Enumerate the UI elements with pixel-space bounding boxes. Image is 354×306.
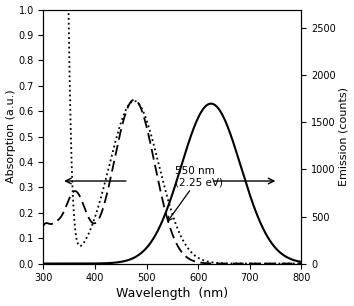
Emission [160,220,164,224]
MeCN abs [132,98,136,102]
MeCN abs [292,262,296,265]
Emission [292,258,296,262]
MeCN abs [244,262,249,265]
MeCN abs [299,262,303,265]
Line: Emission: Emission [44,104,301,263]
MeCN abs [55,219,59,223]
MeCN abs [41,224,46,227]
TiO2 [292,262,296,265]
MeCN abs [292,262,296,265]
Emission [299,260,303,264]
Emission [41,262,46,265]
Emission [292,258,296,262]
X-axis label: Wavelength  (nm): Wavelength (nm) [116,287,228,300]
TiO2 [55,8,59,11]
Emission [55,262,59,265]
Emission [209,102,213,106]
Y-axis label: Emission (counts): Emission (counts) [338,87,348,186]
TiO2 [167,200,171,204]
MeCN abs [160,196,164,200]
TiO2 [160,175,164,179]
Text: 550 nm
(2.25 eV): 550 nm (2.25 eV) [168,166,223,221]
TiO2 [291,262,296,265]
Line: TiO2: TiO2 [44,9,301,263]
Emission [244,183,249,186]
Y-axis label: Absorption (a.u.): Absorption (a.u.) [6,90,16,183]
Emission [167,203,171,206]
TiO2 [299,262,303,265]
TiO2 [244,262,249,265]
TiO2 [41,8,46,11]
Line: MeCN abs: MeCN abs [44,100,301,263]
MeCN abs [167,222,171,226]
